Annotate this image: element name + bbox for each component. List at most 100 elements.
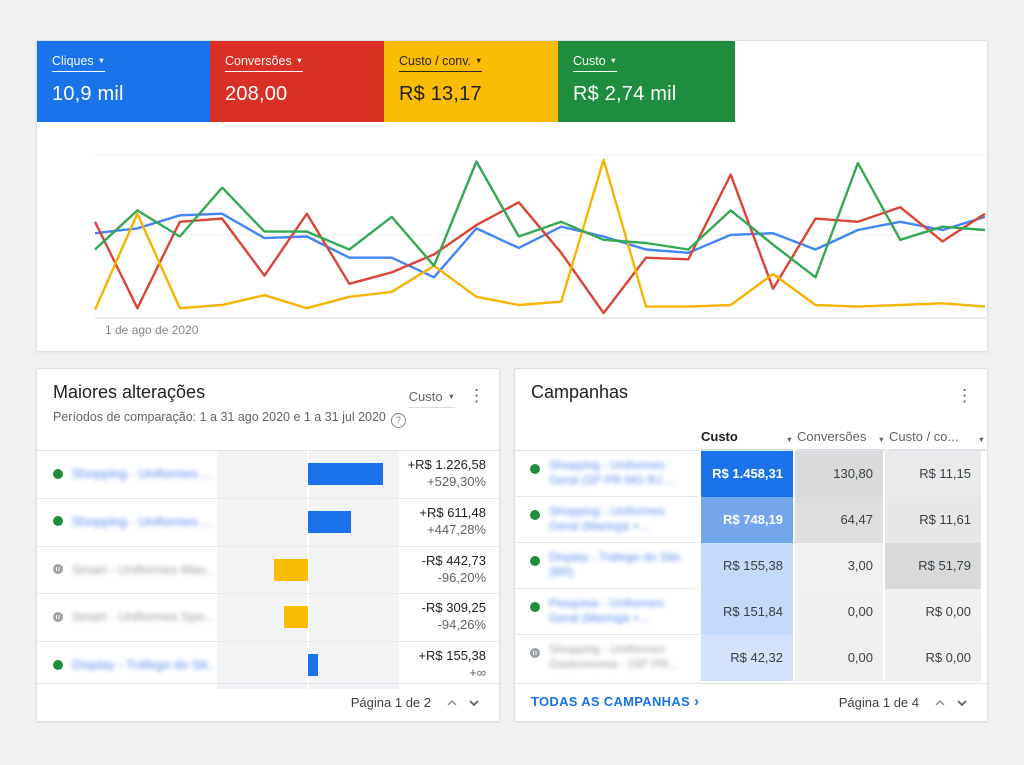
help-icon[interactable]: ?: [390, 413, 406, 428]
change-amount: +R$ 1.226,58: [407, 457, 486, 472]
scorecard-value: R$ 13,17: [399, 83, 482, 105]
chevron-down-icon: ▼: [785, 435, 793, 444]
scorecard-value: 208,00: [225, 83, 288, 105]
custo-cell: R$ 1.458,31: [701, 451, 793, 497]
column-header-custo-conv[interactable]: Custo / co... ▼: [889, 429, 985, 450]
scorecard-label: Custo: [573, 54, 606, 68]
campaign-name[interactable]: Display - Tráfego do Site (BR): [549, 550, 681, 579]
change-row[interactable]: Shopping - Uniformes ... +R$ 611,48 +447,…: [37, 499, 499, 547]
custo-cell: R$ 151,84: [701, 589, 793, 635]
pagination-text: Página 1 de 2: [350, 695, 431, 710]
bar-zone: [217, 451, 399, 689]
conversoes-cell: 0,00: [795, 635, 883, 681]
campaign-row[interactable]: Shopping - Uniformes Gastronomia - (SP P…: [515, 635, 987, 681]
campaign-name[interactable]: Shopping - Uniformes ...: [72, 513, 213, 529]
status-dot: [530, 464, 540, 474]
change-row[interactable]: Smart - Uniformes Spo... -R$ 309,25 -94,2…: [37, 594, 499, 643]
status-dot: [53, 468, 63, 479]
campaign-name[interactable]: Shopping - Uniformes Gastronomia - (SP P…: [549, 642, 679, 671]
page-up-button[interactable]: [441, 692, 463, 714]
campaigns-card: Campanhas ⋮ Custo ▼ Conversões ▼ Custo / c…: [514, 368, 988, 722]
x-axis-start-label: 1 de ago de 2020: [105, 323, 199, 337]
change-bar: [274, 558, 308, 581]
chevron-down-icon: ▼: [475, 56, 483, 65]
change-percent: +∞: [469, 665, 486, 681]
status-dot: [530, 648, 540, 658]
chevron-down-icon: ▼: [609, 56, 618, 65]
chevron-right-icon: ›: [694, 693, 700, 710]
scorecard-strip: Cliques ▼ 10,9 mil Conversões ▼ 208,00 Cus…: [37, 41, 987, 122]
card-title: Maiores alterações: [53, 382, 206, 402]
change-bar: [308, 654, 318, 677]
status-dot: [53, 659, 63, 670]
status-dot: [53, 516, 63, 527]
campaigns-table: Shopping - Uniformes Geral (SP PR MG RJ …: [515, 450, 987, 681]
overflow-menu-icon[interactable]: ⋮: [468, 386, 485, 405]
conversoes-cell: 130,80: [795, 451, 883, 497]
page-down-button[interactable]: [463, 692, 485, 714]
page-down-button[interactable]: [951, 692, 973, 714]
card-title: Campanhas: [531, 382, 629, 402]
change-amount: -R$ 442,73: [421, 552, 486, 568]
page-up-button[interactable]: [929, 692, 951, 714]
change-percent: +447,28%: [427, 521, 486, 537]
status-dot: [53, 611, 63, 622]
change-percent: -94,26%: [437, 617, 486, 633]
scorecard-custo[interactable]: Custo ▼ R$ 2,74 mil: [558, 41, 735, 122]
chevron-down-icon: ▼: [97, 56, 106, 65]
custo-conv-cell: R$ 51,79: [885, 543, 981, 589]
status-dot: [530, 602, 540, 612]
scorecard-cliques[interactable]: Cliques ▼ 10,9 mil: [37, 41, 210, 122]
metric-dropdown[interactable]: Custo ▼: [408, 389, 455, 408]
campaign-row[interactable]: Shopping - Uniformes Geral (SP PR MG RJ …: [515, 451, 987, 497]
status-dot: [530, 510, 540, 520]
change-percent: +529,30%: [427, 474, 486, 489]
change-bar: [308, 463, 383, 485]
column-headers: Custo ▼ Conversões ▼ Custo / co... ▼: [515, 423, 987, 450]
column-header-conversoes[interactable]: Conversões ▼: [797, 429, 885, 450]
campaign-name[interactable]: Shopping - Uniformes Geral (Maringá +...: [549, 504, 666, 533]
conversoes-cell: 3,00: [795, 543, 883, 589]
change-row[interactable]: Display - Tráfego do Sit... +R$ 155,38 +∞: [37, 642, 499, 689]
campaign-row[interactable]: Shopping - Uniformes Geral (Maringá +...…: [515, 497, 987, 543]
comparison-periods-text: Períodos de comparação: 1 a 31 ago 2020 …: [53, 410, 483, 428]
chevron-down-icon: ▼: [447, 392, 455, 401]
all-campaigns-link[interactable]: TODAS AS CAMPANHAS ›: [531, 693, 700, 710]
scorecard-conversoes[interactable]: Conversões ▼ 208,00: [210, 41, 384, 122]
scorecard-label: Cliques: [52, 54, 94, 68]
campaign-name[interactable]: Smart - Uniformes Spo...: [72, 609, 213, 625]
custo-cell: R$ 42,32: [701, 635, 793, 681]
campaign-name[interactable]: Pesquisa - Uniformes Geral (Maringá +...: [549, 596, 664, 625]
overview-card: Cliques ▼ 10,9 mil Conversões ▼ 208,00 Cus…: [36, 40, 988, 352]
chevron-down-icon: ▼: [877, 435, 885, 444]
custo-cell: R$ 155,38: [701, 543, 793, 589]
campaign-name[interactable]: Shopping - Uniformes Geral (SP PR MG RJ …: [549, 458, 676, 487]
campaign-name[interactable]: Display - Tráfego do Sit...: [72, 657, 213, 673]
chevron-down-icon: ▼: [977, 435, 985, 444]
status-dot: [53, 564, 63, 575]
change-amount: +R$ 155,38: [418, 648, 486, 664]
conversoes-cell: 64,47: [795, 497, 883, 543]
campaign-row[interactable]: Pesquisa - Uniformes Geral (Maringá +...…: [515, 589, 987, 635]
overflow-menu-icon[interactable]: ⋮: [956, 386, 973, 405]
biggest-changes-card: Maiores alterações Períodos de comparaçã…: [36, 368, 500, 722]
pagination-text: Página 1 de 4: [838, 695, 919, 710]
change-row[interactable]: Smart - Uniformes Mas... -R$ 442,73 -96,2…: [37, 547, 499, 595]
campaign-row[interactable]: Display - Tráfego do Site (BR) R$ 155,38…: [515, 543, 987, 589]
change-row[interactable]: Shopping - Uniformes ... +R$ 1.226,58 +52…: [37, 451, 499, 499]
campaign-name[interactable]: Smart - Uniformes Mas...: [72, 561, 213, 577]
change-bar: [284, 606, 308, 629]
custo-conv-cell: R$ 11,61: [885, 497, 981, 543]
scorecard-label: Conversões: [225, 54, 292, 68]
scorecard-custo-conv[interactable]: Custo / conv. ▼ R$ 13,17: [384, 41, 558, 122]
custo-conv-cell: R$ 0,00: [885, 635, 981, 681]
bar-axis-line: [307, 451, 309, 689]
scorecard-value: 10,9 mil: [52, 83, 124, 105]
change-amount: -R$ 309,25: [421, 600, 486, 616]
column-header-custo[interactable]: Custo ▼: [701, 429, 793, 450]
changes-table: Shopping - Uniformes ... +R$ 1.226,58 +52…: [37, 450, 499, 689]
campaign-name[interactable]: Shopping - Uniformes ...: [72, 466, 213, 481]
scorecard-value: R$ 2,74 mil: [573, 83, 677, 105]
scorecard-label: Custo / conv.: [399, 54, 472, 68]
change-percent: -96,20%: [437, 569, 486, 585]
